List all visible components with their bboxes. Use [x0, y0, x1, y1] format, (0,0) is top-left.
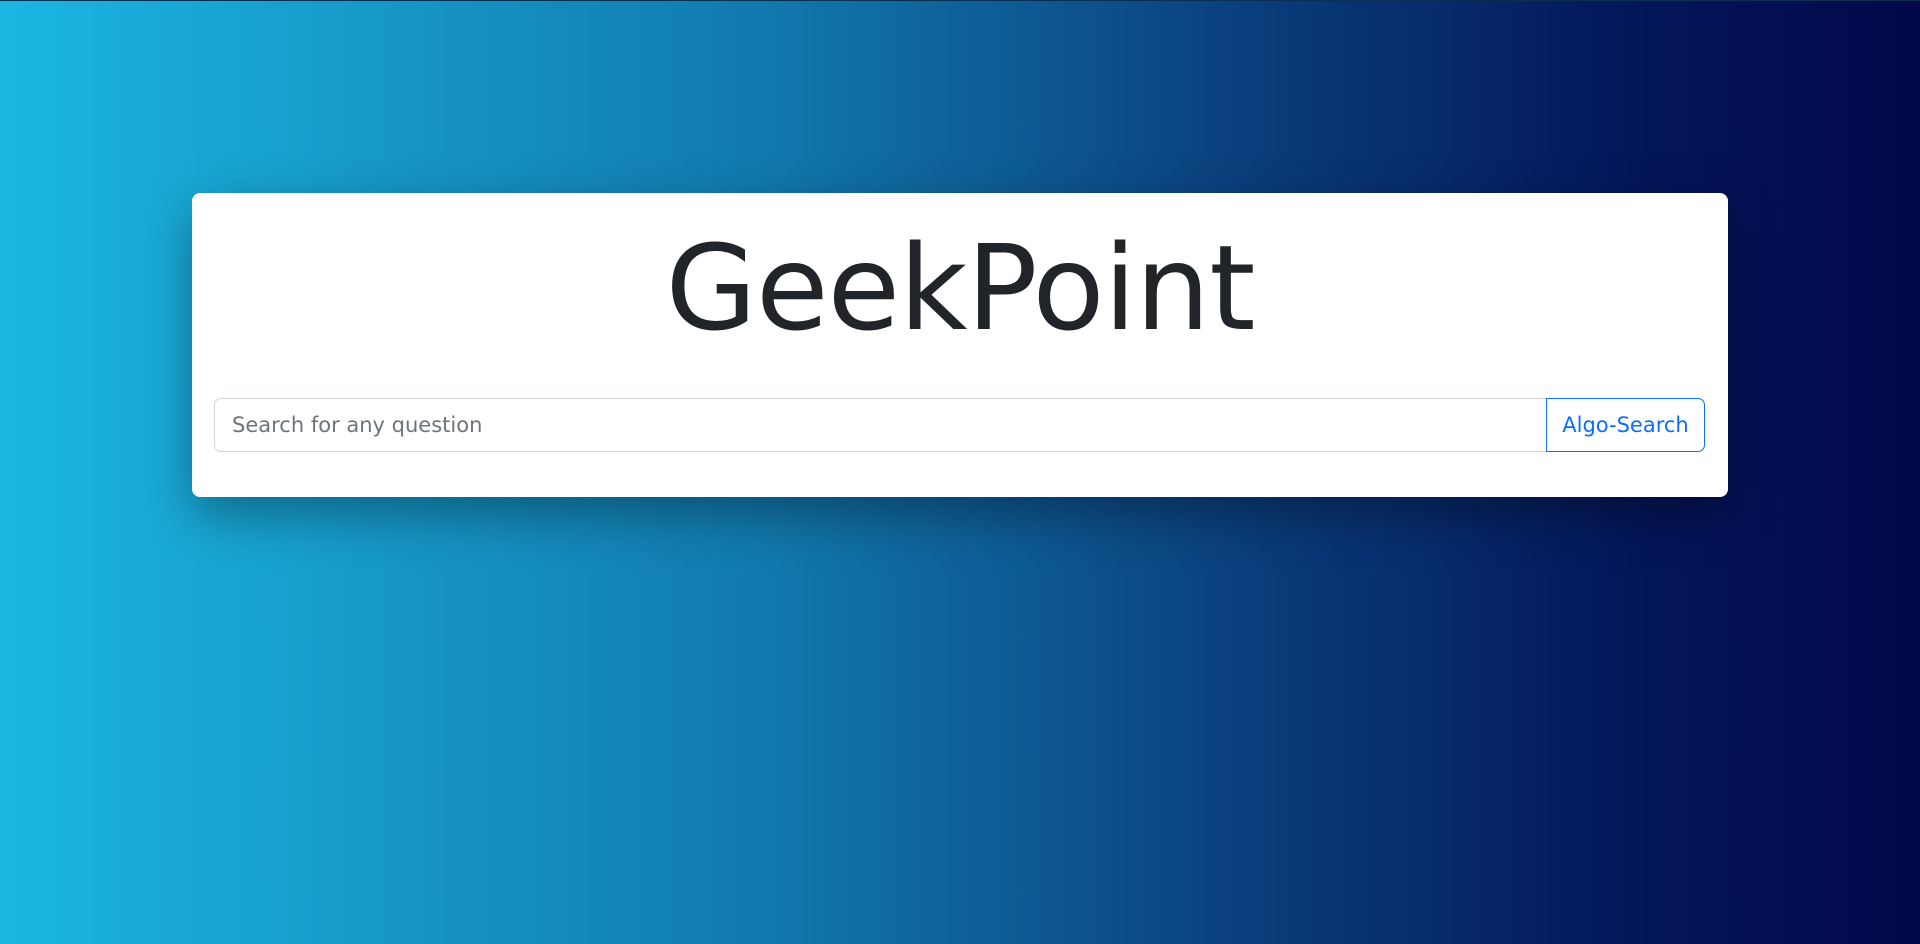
- site-title: GeekPoint: [665, 219, 1256, 357]
- top-border-line: [0, 0, 1920, 1]
- algo-search-button[interactable]: Algo-Search: [1546, 398, 1705, 452]
- search-group: Algo-Search: [214, 398, 1705, 452]
- search-card: GeekPoint Algo-Search: [192, 193, 1728, 497]
- search-input[interactable]: [214, 398, 1546, 452]
